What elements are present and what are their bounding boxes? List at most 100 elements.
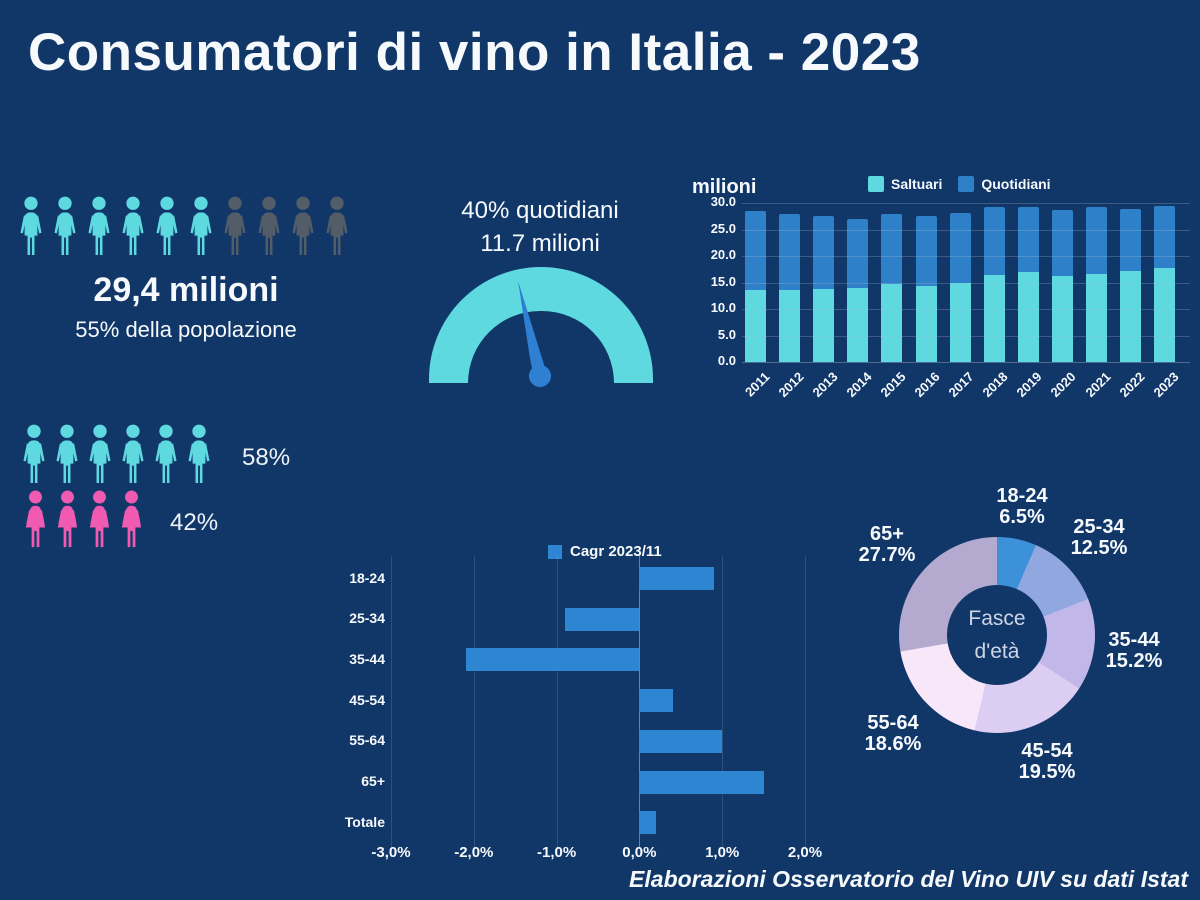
cagr-label-25-34: 25-34 <box>349 610 385 627</box>
male-person-icon <box>190 196 212 255</box>
cagr-bar-55-64 <box>639 729 723 753</box>
maschi-person-5 <box>150 424 182 491</box>
donut-center-line1: Fasce <box>968 606 1026 630</box>
bar-2020-saltuari <box>1051 276 1073 362</box>
population-total: 29,4 milioni <box>93 271 279 309</box>
cagr-gridline--2 <box>473 556 475 848</box>
bar-2016-quotidiani <box>915 215 937 287</box>
cagr-label-65+: 65+ <box>361 773 385 789</box>
cagr-gridline--3 <box>391 556 392 848</box>
x-tick-2020: 2020 <box>1047 369 1079 401</box>
legend-label-quotidiani: Quotidiani <box>981 176 1051 192</box>
bar-2019-quotidiani <box>1017 207 1039 273</box>
donut-label-65+: 65+ 27.7% <box>859 524 916 566</box>
cagr-tick-2,0%: 2,0% <box>787 844 823 861</box>
bar-2021-saltuari <box>1086 273 1107 362</box>
femmine-person-1 <box>20 490 51 555</box>
bar-2019-saltuari <box>1017 272 1039 362</box>
stacked-gridline-25 <box>742 229 1190 231</box>
bar-2017-quotidiani <box>949 212 971 283</box>
cagr-label-35-44: 35-44 <box>349 650 385 667</box>
bar-2021-quotidiani <box>1086 207 1107 274</box>
gender-row-maschi: 58% <box>18 424 290 491</box>
male-person-icon <box>23 424 45 483</box>
x-tick-2018: 2018 <box>979 369 1011 401</box>
cagr-legend-swatch <box>548 544 562 559</box>
cagr-tick--3,0%: -3,0% <box>371 844 411 861</box>
male-person-icon <box>88 196 110 255</box>
cagr-bar-25-34 <box>564 607 640 631</box>
male-person-icon <box>56 424 78 483</box>
stacked-gridline-30 <box>742 203 1190 204</box>
cagr-chart: Cagr 2023/11 18-24 25-34 35-44 45-54 55-64 65+… <box>335 538 840 868</box>
y-tick-0.0: 0.0 <box>717 353 736 368</box>
maschi-person-1 <box>18 424 50 491</box>
y-tick-10.0: 10.0 <box>710 300 736 315</box>
bar-2020-quotidiani <box>1051 209 1073 277</box>
cagr-plot <box>391 556 806 848</box>
maschi-person-3 <box>84 424 116 491</box>
y-tick-5.0: 5.0 <box>717 326 736 342</box>
donut-label-18-24: 18-24 6.5% <box>996 486 1047 528</box>
source-note: Elaborazioni Osservatorio del Vino UIV s… <box>629 866 1188 892</box>
male-person-icon <box>122 424 144 483</box>
cagr-bar-45-54 <box>639 689 673 713</box>
x-tick-2012: 2012 <box>775 369 807 401</box>
donut-center-label: Fasce d'età <box>947 585 1047 685</box>
stacked-gridline-15 <box>742 282 1190 284</box>
stacked-chart-title: milioni <box>692 176 757 198</box>
stacked-gridline-5 <box>742 335 1190 337</box>
cagr-label-18-24: 18-24 <box>349 569 385 586</box>
donut-label-range-55-64: 55-64 <box>867 712 919 734</box>
bar-2023-saltuari <box>1154 268 1176 362</box>
stacked-baseline <box>742 362 1190 363</box>
x-tick-2016: 2016 <box>911 369 943 401</box>
female-person-icon <box>57 490 78 548</box>
female-person-icon <box>121 490 142 548</box>
bar-2015-saltuari <box>881 284 903 362</box>
population-person-8 <box>253 196 285 263</box>
female-person-icon <box>25 490 46 548</box>
x-tick-2013: 2013 <box>809 369 841 401</box>
donut-label-range-25-34: 25-34 <box>1073 516 1125 538</box>
donut-label-range-45-54: 45-54 <box>1021 740 1073 762</box>
cagr-tick-1,0%: 1,0% <box>705 844 740 861</box>
x-tick-2023: 2023 <box>1150 369 1182 401</box>
stacked-gridline-10 <box>742 309 1190 310</box>
page-title: Consumatori di vino in Italia - 2023 <box>28 23 921 82</box>
stacked-gridline-20 <box>742 256 1190 257</box>
bar-2012-saltuari <box>779 290 801 362</box>
donut-label-range-35-44: 35-44 <box>1108 629 1160 651</box>
gender-row-femmine: 42% <box>20 490 218 555</box>
bar-2014-saltuari <box>847 288 869 362</box>
donut-center-line2: d'età <box>974 639 1020 663</box>
donut-label-range-18-24: 18-24 <box>996 485 1048 507</box>
femmine-person-3 <box>84 490 115 555</box>
male-person-icon <box>224 196 246 255</box>
bar-2015-quotidiani <box>881 213 903 285</box>
donut-label-value-55-64: 18.6% <box>864 733 922 755</box>
male-person-icon <box>20 196 42 255</box>
maschi-share-label: 58% <box>242 443 291 471</box>
bar-2013-saltuari <box>813 288 835 362</box>
gauge-label-percent: 40% quotidiani <box>461 197 619 224</box>
donut-label-range-65+: 65+ <box>870 523 904 545</box>
population-person-4 <box>117 196 149 263</box>
population-person-7 <box>219 196 251 263</box>
male-person-icon <box>155 424 177 483</box>
cagr-bar-65+ <box>639 770 764 794</box>
gauge-needle-pivot <box>526 362 554 390</box>
cagr-label-45-54: 45-54 <box>349 691 385 708</box>
y-tick-20.0: 20.0 <box>710 247 736 262</box>
legend-saltuari: Saltuari <box>868 176 942 192</box>
bar-2022-saltuari <box>1120 270 1142 362</box>
cagr-legend-label: Cagr 2023/11 <box>570 543 662 560</box>
male-person-icon <box>326 196 348 255</box>
male-person-icon <box>54 196 76 255</box>
femmine-share-label: 42% <box>170 508 219 536</box>
cagr-bar-18-24 <box>639 567 714 590</box>
female-person-icon <box>89 490 110 548</box>
population-icon-row <box>15 196 353 263</box>
cagr-label-55-64: 55-64 <box>349 732 385 749</box>
